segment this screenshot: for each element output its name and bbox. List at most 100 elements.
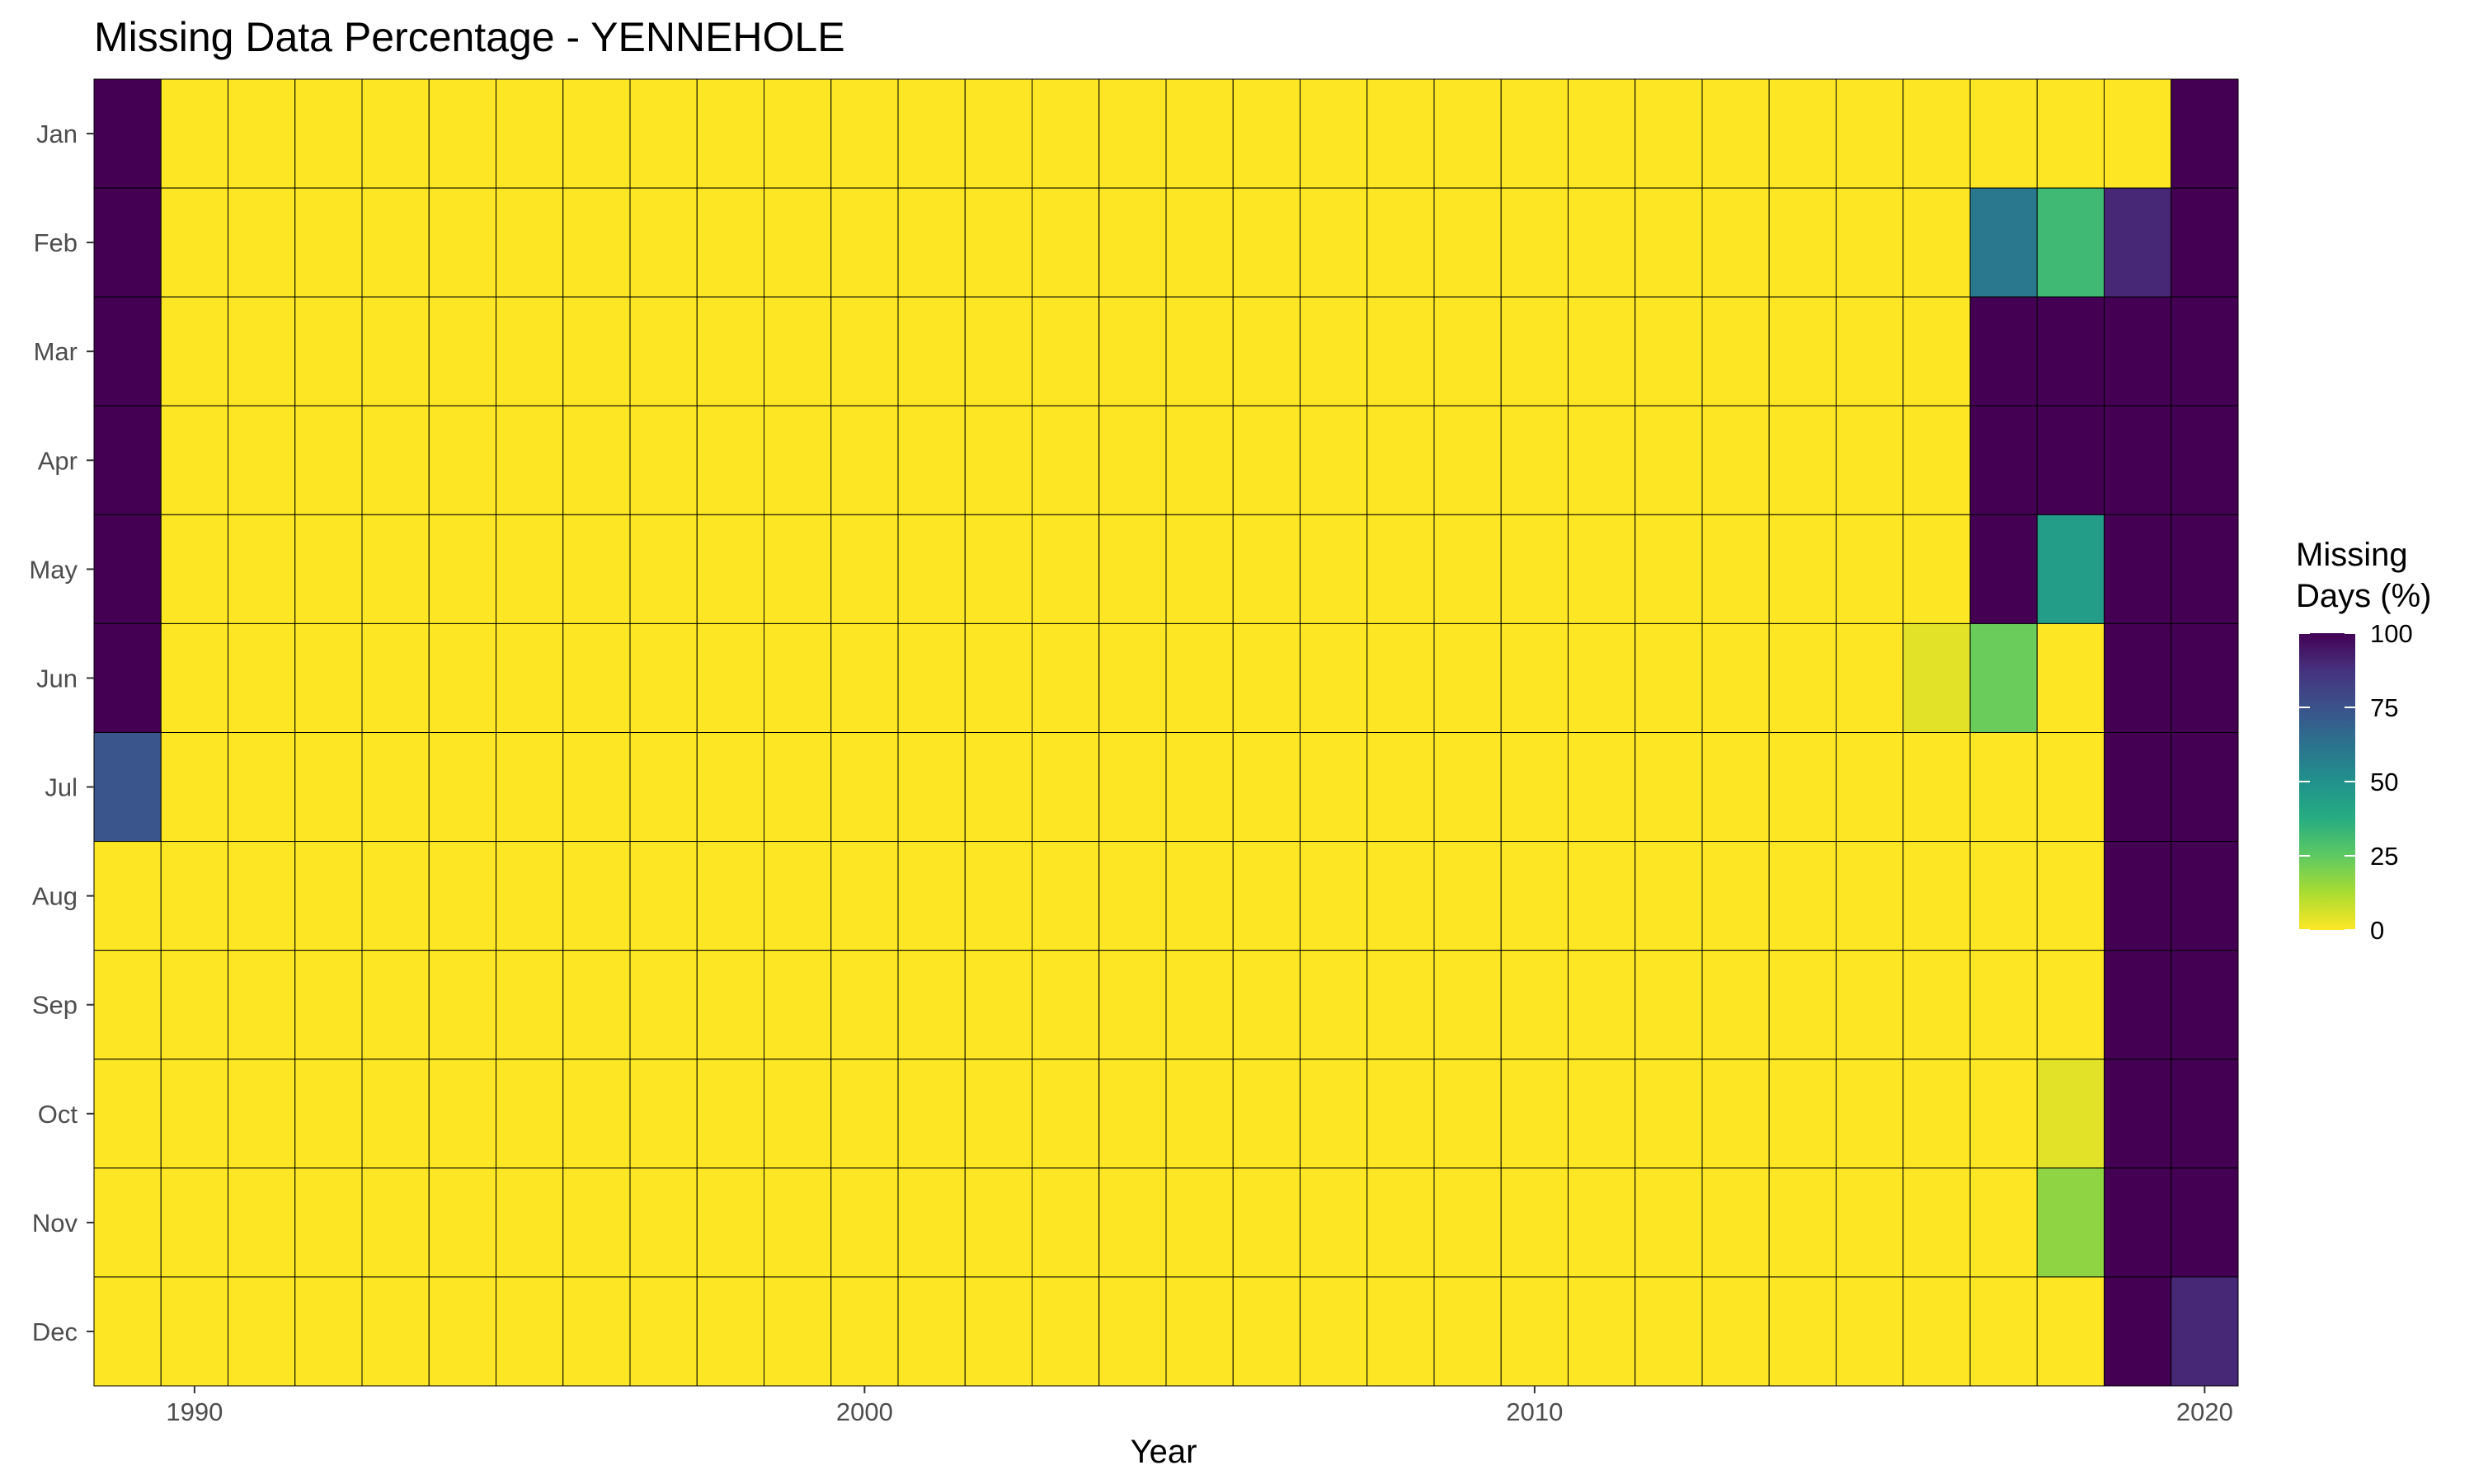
heatmap-cell	[2171, 1276, 2239, 1387]
x-axis-title: Year	[1131, 1434, 1197, 1470]
heatmap-cell	[764, 296, 832, 406]
heatmap-cell	[1768, 841, 1837, 951]
heatmap-cell	[1433, 1276, 1502, 1387]
heatmap-cell	[2036, 622, 2105, 734]
heatmap-cell	[1969, 514, 2038, 624]
heatmap-cell	[361, 405, 430, 515]
heatmap-cell	[1232, 514, 1300, 624]
heatmap-cell	[2104, 1059, 2172, 1169]
heatmap-cell	[1701, 1276, 1770, 1387]
legend-tick-label: 100	[2370, 619, 2413, 648]
heatmap-cell	[764, 1059, 832, 1169]
heatmap-cell	[2036, 405, 2105, 515]
y-tick-label: Mar	[34, 337, 78, 366]
heatmap-cell	[1098, 950, 1167, 1060]
heatmap-cell	[1836, 514, 1904, 624]
heatmap-cell	[1500, 732, 1569, 843]
y-axis: Jan Feb Mar Apr May Jun Jul Aug Sep Oct Nov Dec	[29, 120, 94, 1346]
heatmap-cell	[2036, 1276, 2105, 1387]
heatmap-cell	[1903, 622, 1971, 734]
heatmap-cell	[1903, 841, 1971, 951]
heatmap-cell	[1433, 1059, 1502, 1169]
heatmap-cell	[764, 1167, 832, 1278]
heatmap-cell	[228, 1276, 296, 1387]
heatmap-cell	[1701, 950, 1770, 1060]
heatmap-cell	[1232, 405, 1300, 515]
heatmap-cell	[1701, 732, 1770, 843]
heatmap-cell	[1903, 1167, 1971, 1278]
heatmap-cell	[1903, 187, 1971, 298]
heatmap-cell	[964, 405, 1032, 515]
heatmap-cell	[1634, 1276, 1703, 1387]
heatmap-cell	[1701, 187, 1770, 298]
heatmap-cell	[696, 1276, 764, 1387]
heatmap-cell	[1634, 622, 1703, 734]
heatmap-cell	[294, 622, 363, 734]
heatmap-cell	[1366, 296, 1435, 406]
heatmap-cell	[1701, 405, 1770, 515]
heatmap-cell	[1165, 78, 1234, 189]
heatmap-cell	[1634, 78, 1703, 189]
heatmap-cell	[496, 187, 564, 298]
heatmap-cell	[160, 622, 228, 734]
y-tick-label: Aug	[32, 882, 78, 911]
y-tick-label: Jun	[36, 664, 78, 693]
heatmap-cell	[764, 841, 832, 951]
heatmap-cell	[964, 1059, 1032, 1169]
heatmap-cell	[1836, 950, 1904, 1060]
heatmap-cell	[1232, 1276, 1300, 1387]
x-tick-label: 2010	[1506, 1397, 1563, 1426]
heatmap-cell	[696, 841, 764, 951]
heatmap-cell	[964, 514, 1032, 624]
heatmap-cell	[629, 732, 698, 843]
heatmap-cell	[428, 78, 496, 189]
heatmap-cell	[1032, 841, 1100, 951]
chart-title: Missing Data Percentage - YENNEHOLE	[94, 14, 845, 60]
heatmap-cell	[1433, 514, 1502, 624]
heatmap-cell	[1568, 841, 1636, 951]
heatmap-cell	[1098, 1059, 1167, 1169]
legend-tick-label: 75	[2370, 693, 2398, 722]
heatmap-cell	[428, 622, 496, 734]
heatmap-cell	[1366, 1167, 1435, 1278]
heatmap-cell	[1165, 732, 1234, 843]
heatmap-cell	[2104, 1167, 2172, 1278]
heatmap-cell	[1165, 187, 1234, 298]
heatmap-cell	[93, 1276, 162, 1387]
heatmap-cell	[428, 296, 496, 406]
heatmap-cell	[1098, 405, 1167, 515]
heatmap-cell	[1433, 78, 1502, 189]
heatmap-cell	[1836, 622, 1904, 734]
heatmap-cell	[1969, 732, 2038, 843]
heatmap-cell	[830, 950, 899, 1060]
heatmap-cell	[696, 1059, 764, 1169]
heatmap-cell	[228, 1167, 296, 1278]
heatmap-cell	[2036, 732, 2105, 843]
heatmap-cell	[228, 514, 296, 624]
heatmap-cell	[160, 296, 228, 406]
heatmap-cell	[897, 405, 966, 515]
heatmap-cell	[897, 732, 966, 843]
heatmap-cell	[1768, 78, 1837, 189]
heatmap-cell	[1098, 1276, 1167, 1387]
heatmap-cell	[1836, 1167, 1904, 1278]
heatmap-cell	[1903, 732, 1971, 843]
heatmap-cell	[1568, 622, 1636, 734]
heatmap-cell	[764, 1276, 832, 1387]
heatmap-cell	[1634, 732, 1703, 843]
y-tick-label: Nov	[32, 1209, 78, 1237]
heatmap-cell	[361, 78, 430, 189]
heatmap-cell	[696, 405, 764, 515]
heatmap-cell	[228, 78, 296, 189]
heatmap-cell	[361, 732, 430, 843]
heatmap-cell	[1433, 622, 1502, 734]
heatmap-cell	[2171, 187, 2239, 298]
heatmap-cell	[428, 1167, 496, 1278]
heatmap-cell	[2171, 732, 2239, 843]
heatmap-cell	[830, 187, 899, 298]
legend-tick-label: 0	[2370, 916, 2384, 945]
heatmap-cell	[1768, 514, 1837, 624]
heatmap-cell	[1568, 1167, 1636, 1278]
heatmap-cell	[1300, 841, 1368, 951]
